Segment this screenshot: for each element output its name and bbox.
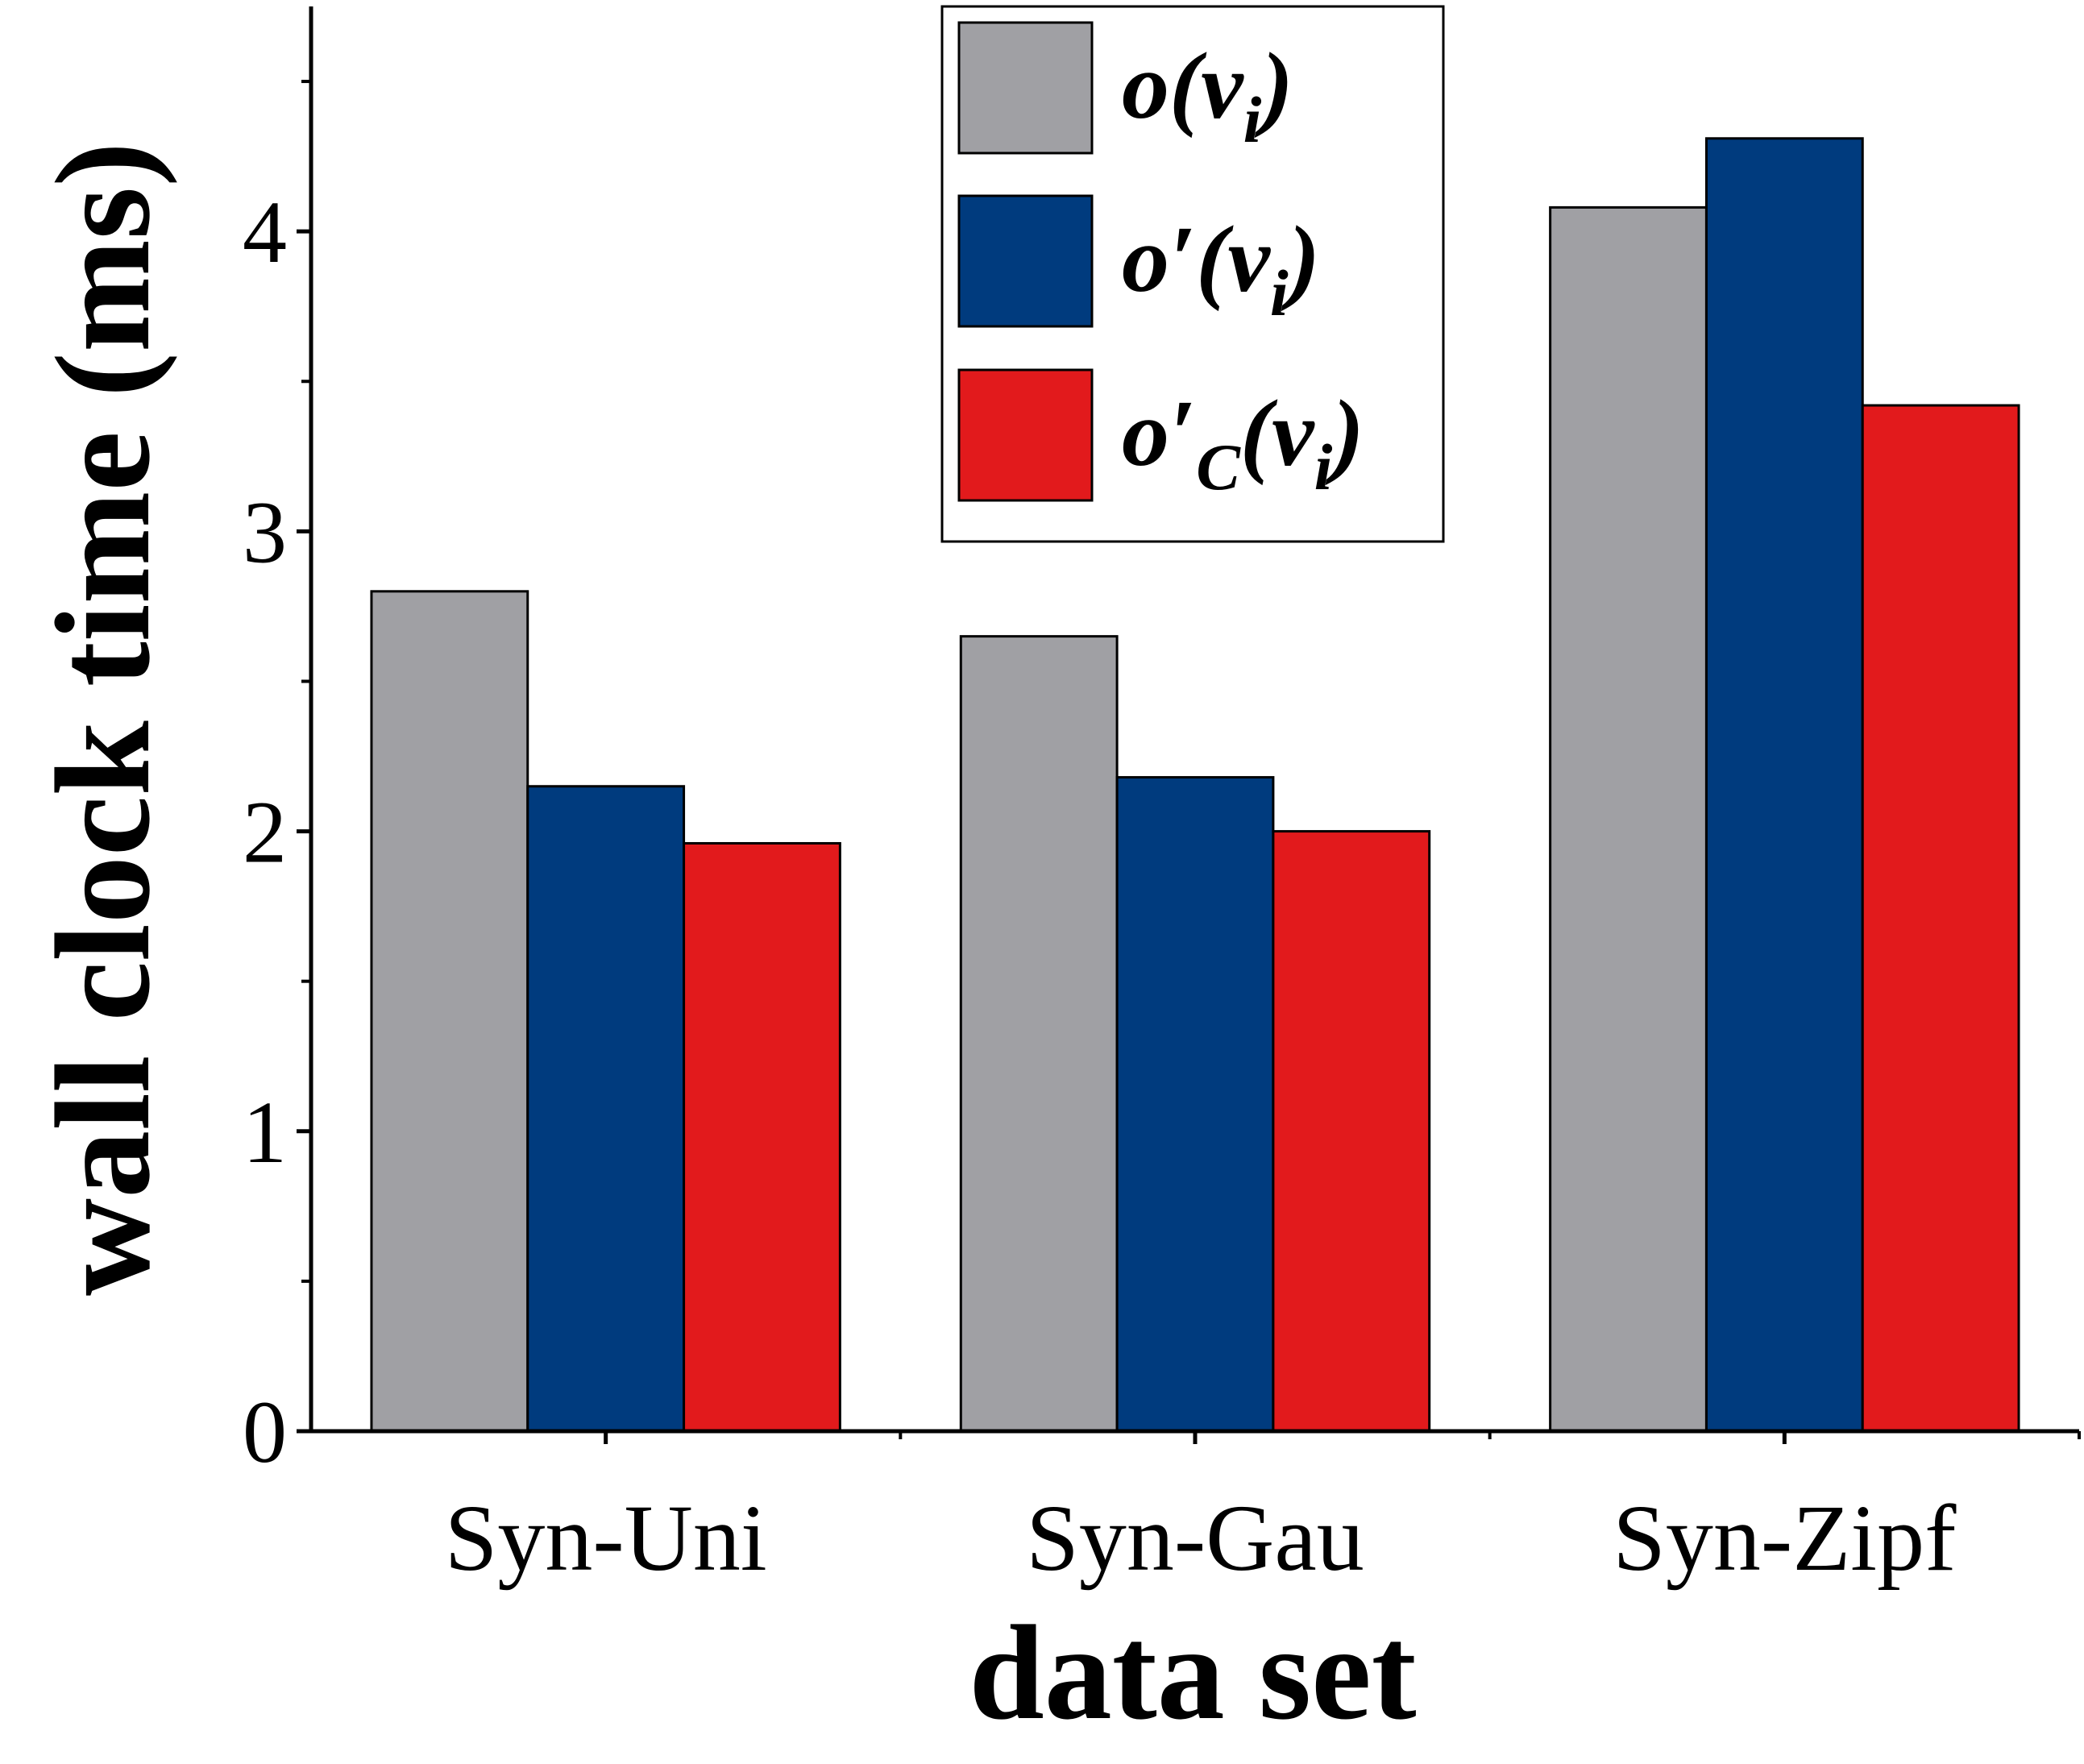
x-tick-label: Syn-Gau xyxy=(1026,1485,1364,1591)
y-tick-label: 3 xyxy=(243,483,287,581)
bar-syn-gau-series-0 xyxy=(959,635,1119,1433)
legend-swatch-1 xyxy=(957,194,1094,328)
legend-label-0: o(vi) xyxy=(1122,33,1293,156)
bar-syn-zipf-series-0 xyxy=(1549,205,1708,1433)
y-tick-label: 2 xyxy=(243,783,287,882)
y-ticks-group: 0 1 2 3 4 xyxy=(243,80,311,1481)
legend-swatch-2 xyxy=(957,368,1094,502)
y-tick-label: 0 xyxy=(243,1383,287,1481)
bar-syn-uni-series-2 xyxy=(683,841,841,1433)
legend-label-2: o′C(vi) xyxy=(1122,380,1364,504)
bar-syn-uni-series-1 xyxy=(526,785,686,1433)
y-tick-label: 4 xyxy=(243,183,287,281)
y-axis-title: wall clock time (ms) xyxy=(28,142,178,1296)
x-axis-title: data set xyxy=(969,1598,1416,1748)
legend-swatch-0 xyxy=(957,21,1094,155)
bar-syn-uni-series-0 xyxy=(370,590,529,1433)
bars-group xyxy=(370,137,2020,1433)
legend: o(vi) o′(vi) o′C(vi) xyxy=(940,5,1445,543)
bar-syn-zipf-series-1 xyxy=(1704,137,1864,1433)
bar-syn-zipf-series-2 xyxy=(1861,404,2020,1433)
x-ticks-group: Syn-Uni Syn-Gau Syn-Zipf xyxy=(445,1431,2081,1591)
x-tick-label: Syn-Zipf xyxy=(1613,1485,1957,1591)
y-tick-label: 1 xyxy=(243,1083,287,1181)
bar-syn-gau-series-2 xyxy=(1272,830,1431,1433)
x-tick-label: Syn-Uni xyxy=(445,1485,767,1591)
legend-label-1: o′(vi) xyxy=(1122,206,1320,330)
bar-syn-gau-series-1 xyxy=(1115,776,1275,1433)
